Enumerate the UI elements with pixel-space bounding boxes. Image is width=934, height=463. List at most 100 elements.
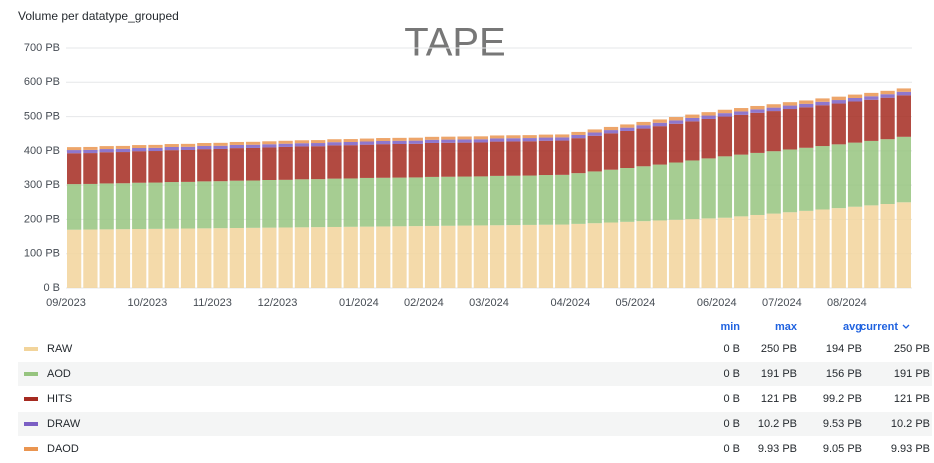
bar-segment [490, 225, 505, 288]
bar-segment [392, 226, 407, 288]
bar-segment [717, 109, 733, 114]
bar-segment [132, 145, 147, 149]
bar-segment [896, 91, 911, 96]
bar-segment [538, 224, 554, 288]
bar-segment [587, 135, 602, 172]
bar-segment [327, 178, 342, 227]
bar-segment [571, 223, 586, 288]
bar-segment [896, 95, 911, 137]
bar-segment [457, 136, 472, 140]
bar-segment [799, 107, 814, 148]
bar-segment [555, 140, 570, 175]
bar-segment [262, 227, 277, 288]
bar-segment [376, 140, 391, 145]
bar-segment [83, 146, 98, 150]
bar-segment [831, 144, 846, 209]
bar-segment [115, 183, 131, 230]
bar-segment [668, 123, 684, 163]
bar-segment [376, 177, 391, 227]
bar-segment [229, 141, 244, 145]
bar-segment [555, 134, 570, 138]
bar-segment [197, 181, 212, 229]
bar-segment [164, 228, 179, 288]
bar-segment [197, 228, 212, 288]
bar-segment [571, 138, 586, 174]
legend-stat: 9.93 PB [891, 443, 930, 455]
bar-segment [685, 117, 700, 122]
bar-segment [522, 141, 537, 176]
bar-segment [815, 101, 830, 106]
bar-segment [67, 153, 82, 185]
bar-segment [799, 147, 814, 211]
legend-header: avg [843, 321, 862, 333]
bar-segment [376, 226, 391, 288]
bar-segment [668, 120, 684, 124]
x-tick-label: 01/2024 [339, 297, 379, 309]
bar-segment [359, 141, 375, 145]
bar-segment [750, 214, 765, 288]
bar-segment [294, 227, 310, 288]
bar-segment [815, 98, 830, 102]
bar-segment [750, 105, 765, 110]
bar-segment [603, 222, 619, 288]
bar-segment [262, 147, 277, 180]
bar-segment [278, 143, 293, 147]
bar-segment [668, 219, 684, 288]
bar-segment [376, 144, 391, 178]
bar-segment [620, 168, 635, 222]
bar-segment [636, 125, 651, 129]
bar-segment [831, 103, 846, 145]
legend-name: DAOD [47, 443, 79, 455]
bar-segment [164, 144, 179, 147]
bar-segment [343, 145, 358, 179]
bar-segment [262, 141, 277, 145]
legend-stat: 191 PB [761, 368, 797, 380]
legend-stat: 121 PB [761, 393, 797, 405]
y-tick-label: 100 PB [24, 248, 60, 260]
bar-segment [67, 147, 82, 151]
bar-segment [620, 127, 635, 131]
bar-segment [506, 135, 521, 139]
bar-segment [522, 224, 537, 288]
bar-segment [359, 144, 375, 178]
bar-segment [603, 169, 619, 223]
bar-segment [213, 142, 228, 146]
bar-segment [652, 122, 667, 127]
bar-segment [766, 104, 781, 108]
bar-segment [490, 141, 505, 176]
x-tick-label: 07/2024 [762, 297, 802, 309]
bar-segment [880, 94, 895, 98]
bar-segment [636, 121, 651, 126]
bar-segment [278, 140, 293, 144]
bar-segment [831, 100, 846, 104]
bar-segment [717, 116, 733, 157]
bar-segment [262, 144, 277, 148]
bar-segment [115, 229, 131, 288]
bar-segment [603, 130, 619, 134]
legend-stat: 156 PB [826, 368, 862, 380]
bar-segment [701, 115, 716, 119]
bar-segment [441, 176, 456, 226]
bar-segment [473, 142, 488, 177]
bar-segment [197, 145, 212, 150]
y-tick-label: 500 PB [24, 110, 60, 122]
bar-segment [457, 225, 472, 288]
bar-segment [408, 143, 423, 178]
y-tick-label: 400 PB [24, 145, 60, 157]
bar-segment [847, 97, 863, 102]
bar-segment [148, 147, 163, 152]
bar-segment [847, 206, 863, 288]
bar-segment [83, 149, 98, 154]
x-tick-label: 12/2023 [258, 297, 298, 309]
panel-title: Volume per datatype_grouped [18, 9, 179, 23]
bar-segment [278, 146, 293, 180]
bar-segment [734, 114, 749, 155]
legend-name: HITS [47, 393, 72, 405]
bar-segment [896, 202, 911, 288]
bar-segment [555, 224, 570, 288]
bar-segment [392, 140, 407, 144]
legend-name: RAW [47, 343, 73, 355]
bar-segment [522, 135, 537, 139]
bar-segment [717, 156, 733, 218]
bar-segment [880, 90, 895, 95]
